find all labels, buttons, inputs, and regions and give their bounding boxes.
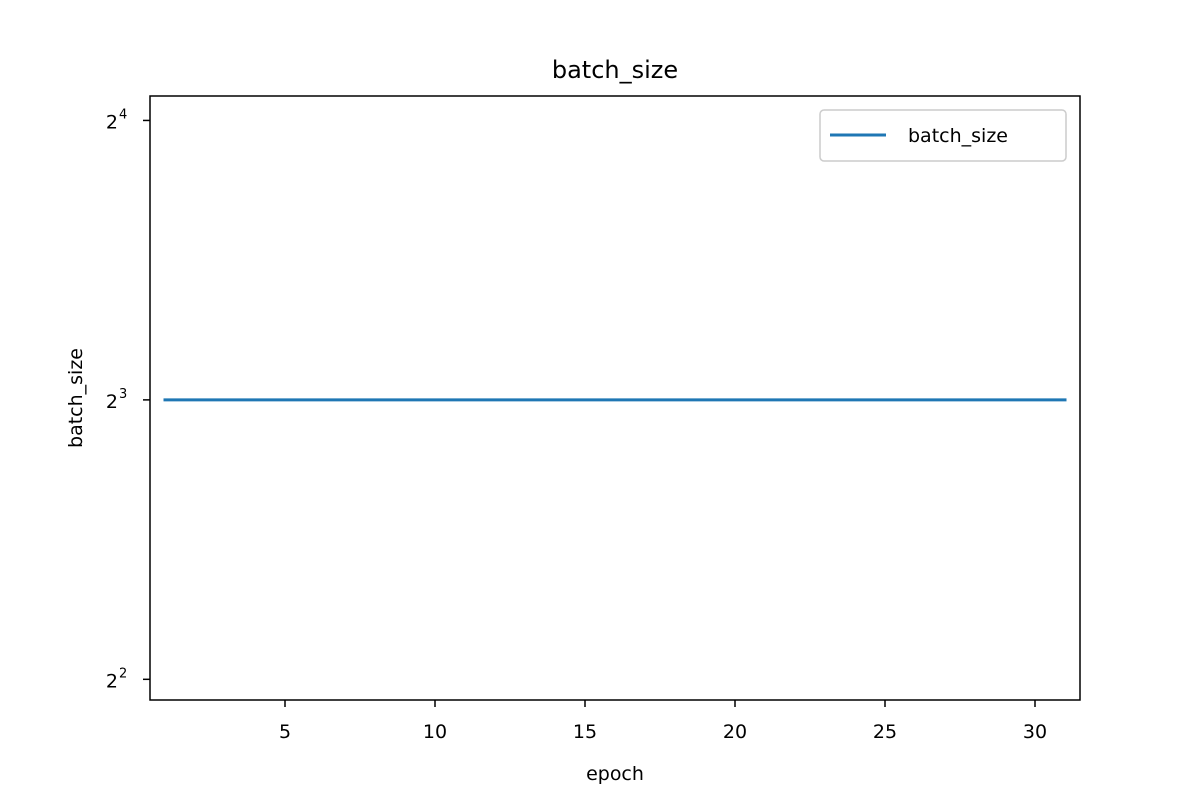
chart-title: batch_size (552, 56, 678, 84)
x-tick-label: 25 (873, 721, 897, 743)
y-tick-label: 2 (106, 111, 118, 133)
y-tick-label: 2 (106, 670, 118, 692)
x-tick-label: 30 (1023, 721, 1047, 743)
x-tick-label: 15 (573, 721, 597, 743)
x-tick-label: 10 (423, 721, 447, 743)
legend-box (819, 109, 1067, 162)
y-tick-label-exponent: 3 (119, 387, 127, 402)
y-tick-label-exponent: 2 (119, 666, 127, 681)
y-tick-label-exponent: 4 (119, 107, 127, 122)
x-axis-label: epoch (586, 763, 644, 785)
legend: batch_size (819, 109, 1067, 162)
legend-label: batch_size (908, 125, 1008, 147)
plot-frame (149, 95, 1081, 701)
x-tick-label: 20 (723, 721, 747, 743)
plot-area: 5 10 15 20 25 302 22 32 4 (106, 95, 1081, 743)
y-tick-label: 2 (106, 391, 118, 413)
x-tick-label: 5 (279, 721, 291, 743)
y-axis-label: batch_size (65, 348, 87, 448)
